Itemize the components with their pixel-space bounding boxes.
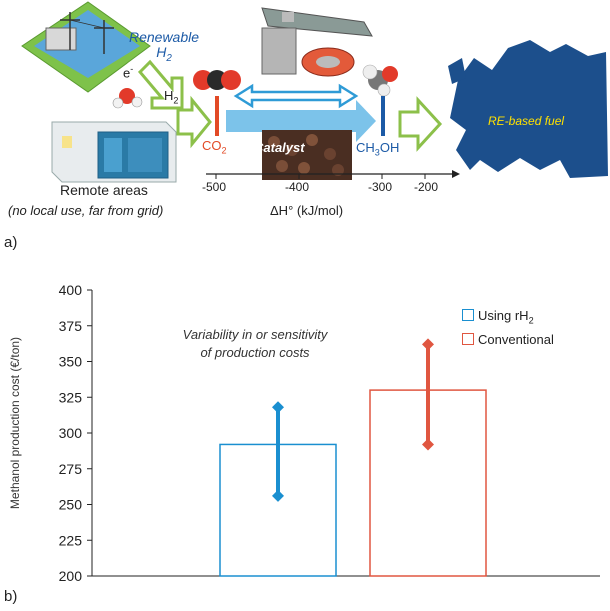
renewable-h2-label: Renewable H2 <box>128 29 200 64</box>
y-tick-label: 325 <box>59 389 83 405</box>
chart-legend: Using rH2 Conventional <box>462 308 554 347</box>
y-tick-label: 225 <box>59 532 83 548</box>
re-based-fuel-label: RE-based fuel <box>488 114 565 128</box>
methanol-molecule-icon <box>362 64 398 136</box>
range-marker-low <box>272 489 284 502</box>
chart-annotation: Variability in or sensitivity of product… <box>182 327 328 360</box>
co2-label: CO2 <box>202 138 227 156</box>
ship-icon <box>261 7 373 77</box>
legend-item: Using rH2 <box>462 308 554 326</box>
catalyst-label: Catalyst <box>254 140 305 155</box>
remote-areas-title: Remote areas <box>60 182 148 198</box>
green-arrow-icon <box>398 96 443 152</box>
legend-item: Conventional <box>462 332 554 347</box>
energy-tick-label: -400 <box>285 180 310 194</box>
y-tick-label: 375 <box>59 318 83 334</box>
panel-a: Renewable H2 e- H2 CO2 Catalyst CH3OH RE… <box>0 0 610 260</box>
co2-molecule-icon <box>193 70 241 136</box>
green-arrow-icon <box>176 95 212 149</box>
y-tick-label: 350 <box>59 354 83 370</box>
y-tick-label: 200 <box>59 568 83 584</box>
double-arrow-icon <box>233 83 359 109</box>
legend-swatch <box>462 309 474 321</box>
y-tick-label: 400 <box>59 282 83 298</box>
y-axis-title: Methanol production cost (€/ton) <box>8 336 22 510</box>
energy-tick-label: -300 <box>368 180 393 194</box>
range-marker-low <box>422 438 434 451</box>
remote-areas-subtitle: (no local use, far from grid) <box>8 203 164 218</box>
energy-axis-arrowhead <box>452 170 460 178</box>
y-tick-label: 250 <box>59 497 83 513</box>
y-tick-label: 275 <box>59 461 83 477</box>
catalyst-arrow-icon <box>226 100 376 142</box>
green-arrow-icon <box>137 59 184 110</box>
panel-a-label: a) <box>4 234 18 251</box>
panel-b-chart: 200 225 250 275 300 325 350 375 400 Methanol pro… <box>0 270 610 611</box>
energy-tick-label: -500 <box>202 180 227 194</box>
range-marker-high <box>422 338 434 351</box>
europe-map-icon <box>448 40 608 178</box>
water-molecule-icon <box>112 88 143 109</box>
electron-label: e- <box>123 64 134 81</box>
chart-svg: 200 225 250 275 300 325 350 375 400 <box>59 282 600 584</box>
catalyst-pellets-icon <box>262 130 352 180</box>
y-tick-label: 300 <box>59 425 83 441</box>
energy-tick-label: -200 <box>414 180 439 194</box>
power-plant-icon <box>21 1 151 93</box>
electrolyser-container-icon <box>51 121 177 183</box>
panel-b-label: b) <box>4 588 18 605</box>
enthalpy-axis-label: ΔH° (kJ/mol) <box>270 203 344 218</box>
range-marker-high <box>272 401 284 414</box>
h2-label: H2 <box>164 88 179 106</box>
legend-swatch <box>462 332 474 345</box>
panel-a-illustration <box>21 1 608 183</box>
ch3oh-label: CH3OH <box>356 140 400 158</box>
